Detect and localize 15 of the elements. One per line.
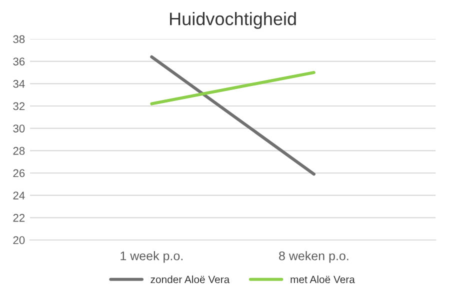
y-tick-label: 36 — [13, 58, 25, 66]
y-tick-label: 34 — [13, 80, 25, 88]
y-tick-label: 32 — [13, 102, 25, 110]
y-tick-label: 24 — [13, 192, 25, 200]
x-tick-label: 1 week p.o. — [120, 251, 182, 263]
legend-label: zonder Aloë Vera — [150, 276, 230, 284]
chart-title: Huidvochtigheid — [170, 12, 296, 29]
y-tick-label: 28 — [13, 146, 25, 155]
y-tick-label: 30 — [13, 124, 25, 132]
y-tick-label: 26 — [13, 169, 25, 178]
y-tick-label: 20 — [13, 236, 25, 244]
y-tick-label: 38 — [13, 35, 25, 44]
x-tick-label: 8 weken p.o. — [279, 251, 348, 263]
legend-label: met Aloë Vera — [290, 276, 355, 284]
y-tick-label: 22 — [13, 214, 25, 222]
